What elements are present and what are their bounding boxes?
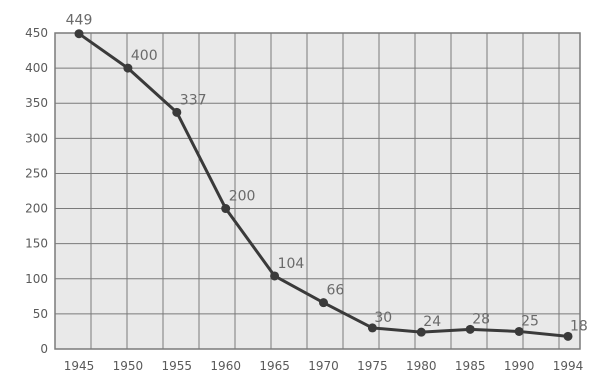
- data-label: 400: [131, 48, 158, 64]
- data-point: [221, 204, 231, 214]
- data-point: [270, 271, 280, 281]
- data-label: 18: [570, 318, 588, 334]
- data-label: 104: [278, 256, 305, 272]
- data-label: 24: [423, 314, 441, 330]
- data-point: [514, 326, 524, 336]
- x-tick-label: 1950: [113, 359, 144, 373]
- plot-frame: [54, 32, 581, 350]
- x-tick-label: 1945: [64, 359, 95, 373]
- x-axis-ticks: 1945 1950 1955 1960 1965 1970 1975 1980 1985 1990…: [64, 359, 584, 373]
- data-point: [416, 327, 426, 337]
- data-label: 28: [472, 311, 490, 327]
- x-tick-label: 1980: [406, 359, 437, 373]
- x-tick-label: 1955: [162, 359, 193, 373]
- y-tick-label: 200: [25, 202, 48, 216]
- data-point: [367, 323, 377, 333]
- data-label: 30: [374, 310, 392, 326]
- x-tick-label: 1994: [553, 359, 584, 373]
- y-tick-label: 50: [33, 307, 48, 321]
- x-tick-label: 1970: [308, 359, 339, 373]
- y-tick-label: 0: [40, 342, 48, 356]
- x-tick-label: 1960: [210, 359, 241, 373]
- y-axis-ticks: 0 50 100 150 200 250 300 350 400 450: [25, 26, 48, 356]
- data-label: 200: [229, 189, 256, 205]
- y-tick-label: 250: [25, 166, 48, 180]
- y-tick-label: 450: [25, 26, 48, 40]
- data-point: [563, 331, 573, 341]
- data-point: [74, 29, 84, 39]
- x-tick-label: 1975: [357, 359, 388, 373]
- data-label: 337: [180, 92, 207, 108]
- grid: [54, 32, 581, 350]
- data-label: 66: [327, 283, 345, 299]
- y-tick-label: 300: [25, 131, 48, 145]
- data-label: 25: [521, 313, 539, 329]
- y-tick-label: 100: [25, 272, 48, 286]
- series-markers: [74, 29, 573, 341]
- x-tick-label: 1965: [259, 359, 290, 373]
- data-point: [465, 324, 475, 334]
- y-tick-label: 350: [25, 96, 48, 110]
- x-tick-label: 1985: [455, 359, 486, 373]
- plot-background: [55, 33, 580, 349]
- data-label: 449: [66, 13, 93, 29]
- data-point: [319, 298, 328, 308]
- y-tick-label: 150: [25, 237, 48, 251]
- x-tick-label: 1990: [504, 359, 535, 373]
- data-point: [123, 63, 133, 73]
- y-tick-label: 400: [25, 61, 48, 75]
- data-point: [172, 107, 182, 117]
- data-labels: 449 400 337 200 104 66 30 24 28 25 18: [66, 13, 588, 335]
